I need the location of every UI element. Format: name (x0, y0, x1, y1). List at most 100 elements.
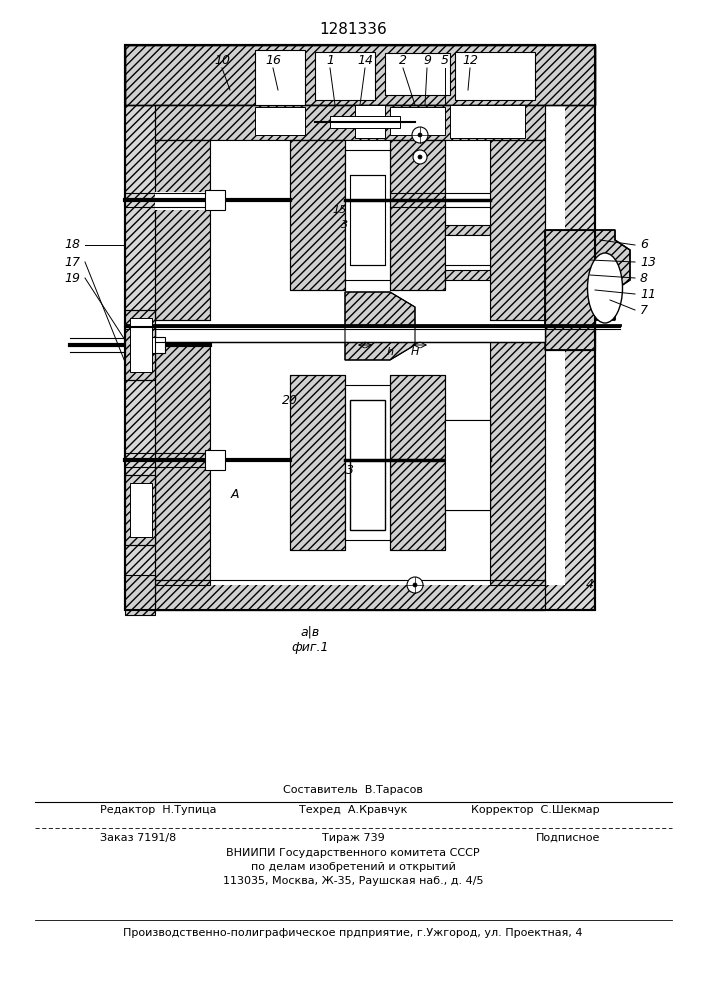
Text: h: h (387, 347, 394, 357)
Bar (390, 140, 445, 290)
Bar (125, 575, 155, 615)
Bar (210, 325, 490, 585)
Bar (125, 45, 595, 610)
Text: Подписное: Подписное (536, 833, 600, 843)
Text: Корректор  С.Шекмар: Корректор С.Шекмар (472, 805, 600, 815)
Text: 7: 7 (640, 304, 648, 316)
Bar (125, 475, 155, 545)
Text: 19: 19 (64, 271, 80, 284)
Bar (315, 52, 375, 100)
Text: ВНИИПИ Государственного комитета СССР: ВНИИПИ Государственного комитета СССР (226, 848, 480, 858)
Bar (445, 270, 490, 280)
Text: 1281336: 1281336 (319, 22, 387, 37)
Bar (350, 175, 385, 265)
Bar (355, 105, 385, 138)
Circle shape (418, 155, 422, 159)
Text: 13: 13 (640, 255, 656, 268)
Text: 1: 1 (326, 53, 334, 66)
Ellipse shape (588, 253, 622, 323)
Text: Заказ 7191/8: Заказ 7191/8 (100, 833, 176, 843)
Bar (255, 107, 305, 135)
Bar (125, 475, 155, 545)
Bar (330, 116, 400, 128)
Bar (490, 325, 545, 585)
Text: 11: 11 (640, 288, 656, 300)
Text: A: A (230, 488, 239, 502)
Bar (205, 450, 225, 470)
Bar (345, 385, 390, 540)
Polygon shape (545, 230, 630, 350)
Bar (290, 375, 345, 550)
Circle shape (407, 577, 423, 593)
Bar (445, 420, 490, 440)
Circle shape (412, 127, 428, 143)
Bar (210, 140, 490, 320)
Bar (490, 140, 545, 320)
Text: 15: 15 (333, 205, 347, 215)
Bar (255, 50, 305, 105)
Text: Редактор  Н.Тупица: Редактор Н.Тупица (100, 805, 216, 815)
Text: 3: 3 (346, 464, 354, 477)
Text: 113035, Москва, Ж-35, Раушская наб., д. 4/5: 113035, Москва, Ж-35, Раушская наб., д. … (223, 876, 484, 886)
Bar (385, 53, 450, 95)
Bar (155, 326, 545, 342)
Text: H: H (411, 347, 419, 357)
Bar (125, 45, 595, 610)
Bar (350, 400, 385, 530)
Bar (155, 580, 545, 610)
Text: 12: 12 (462, 53, 478, 66)
Bar (155, 325, 210, 585)
Bar (155, 140, 210, 320)
Bar (155, 325, 210, 585)
Text: фиг.1: фиг.1 (291, 642, 329, 654)
Bar (390, 375, 445, 550)
Bar (490, 140, 545, 320)
Text: 14: 14 (357, 53, 373, 66)
Text: Тираж 739: Тираж 739 (322, 833, 385, 843)
Bar (125, 45, 595, 105)
Bar (455, 52, 535, 100)
Bar (130, 483, 152, 537)
Bar (155, 580, 545, 610)
Text: 10: 10 (214, 53, 230, 66)
Text: 2: 2 (399, 53, 407, 66)
Bar (390, 140, 445, 290)
Text: а|в: а|в (300, 626, 320, 639)
Text: 4: 4 (586, 578, 594, 591)
Bar (205, 190, 225, 210)
Text: 6: 6 (640, 238, 648, 251)
Text: 3: 3 (341, 220, 349, 230)
Bar (390, 107, 445, 135)
Text: Техред  А.Кравчук: Техред А.Кравчук (299, 805, 407, 815)
Text: 8: 8 (640, 271, 648, 284)
Circle shape (413, 583, 417, 587)
Bar (345, 150, 390, 280)
Bar (130, 318, 152, 372)
Bar (290, 375, 345, 550)
Text: Составитель  В.Тарасов: Составитель В.Тарасов (283, 785, 423, 795)
Text: по делам изобретений и открытий: по делам изобретений и открытий (250, 862, 455, 872)
Bar (155, 140, 210, 320)
Bar (150, 337, 165, 353)
Text: Производственно-полиграфическое прдприятие, г.Ужгород, ул. Проектная, 4: Производственно-полиграфическое прдприят… (123, 928, 583, 938)
Bar (445, 225, 490, 235)
Bar (445, 440, 490, 490)
Circle shape (413, 150, 427, 164)
Bar (155, 75, 565, 585)
Text: 17: 17 (64, 255, 80, 268)
Text: 18: 18 (64, 238, 80, 251)
Text: 20: 20 (282, 393, 298, 406)
Bar (445, 490, 490, 510)
Bar (490, 325, 545, 585)
Bar (445, 235, 490, 265)
Text: 5: 5 (441, 53, 449, 66)
Bar (445, 420, 490, 510)
Bar (155, 105, 545, 140)
Bar (290, 140, 345, 290)
Text: 9: 9 (423, 53, 431, 66)
Bar (155, 192, 210, 210)
Circle shape (418, 133, 422, 137)
Bar (450, 105, 525, 138)
Bar (125, 310, 155, 380)
Bar (290, 140, 345, 290)
